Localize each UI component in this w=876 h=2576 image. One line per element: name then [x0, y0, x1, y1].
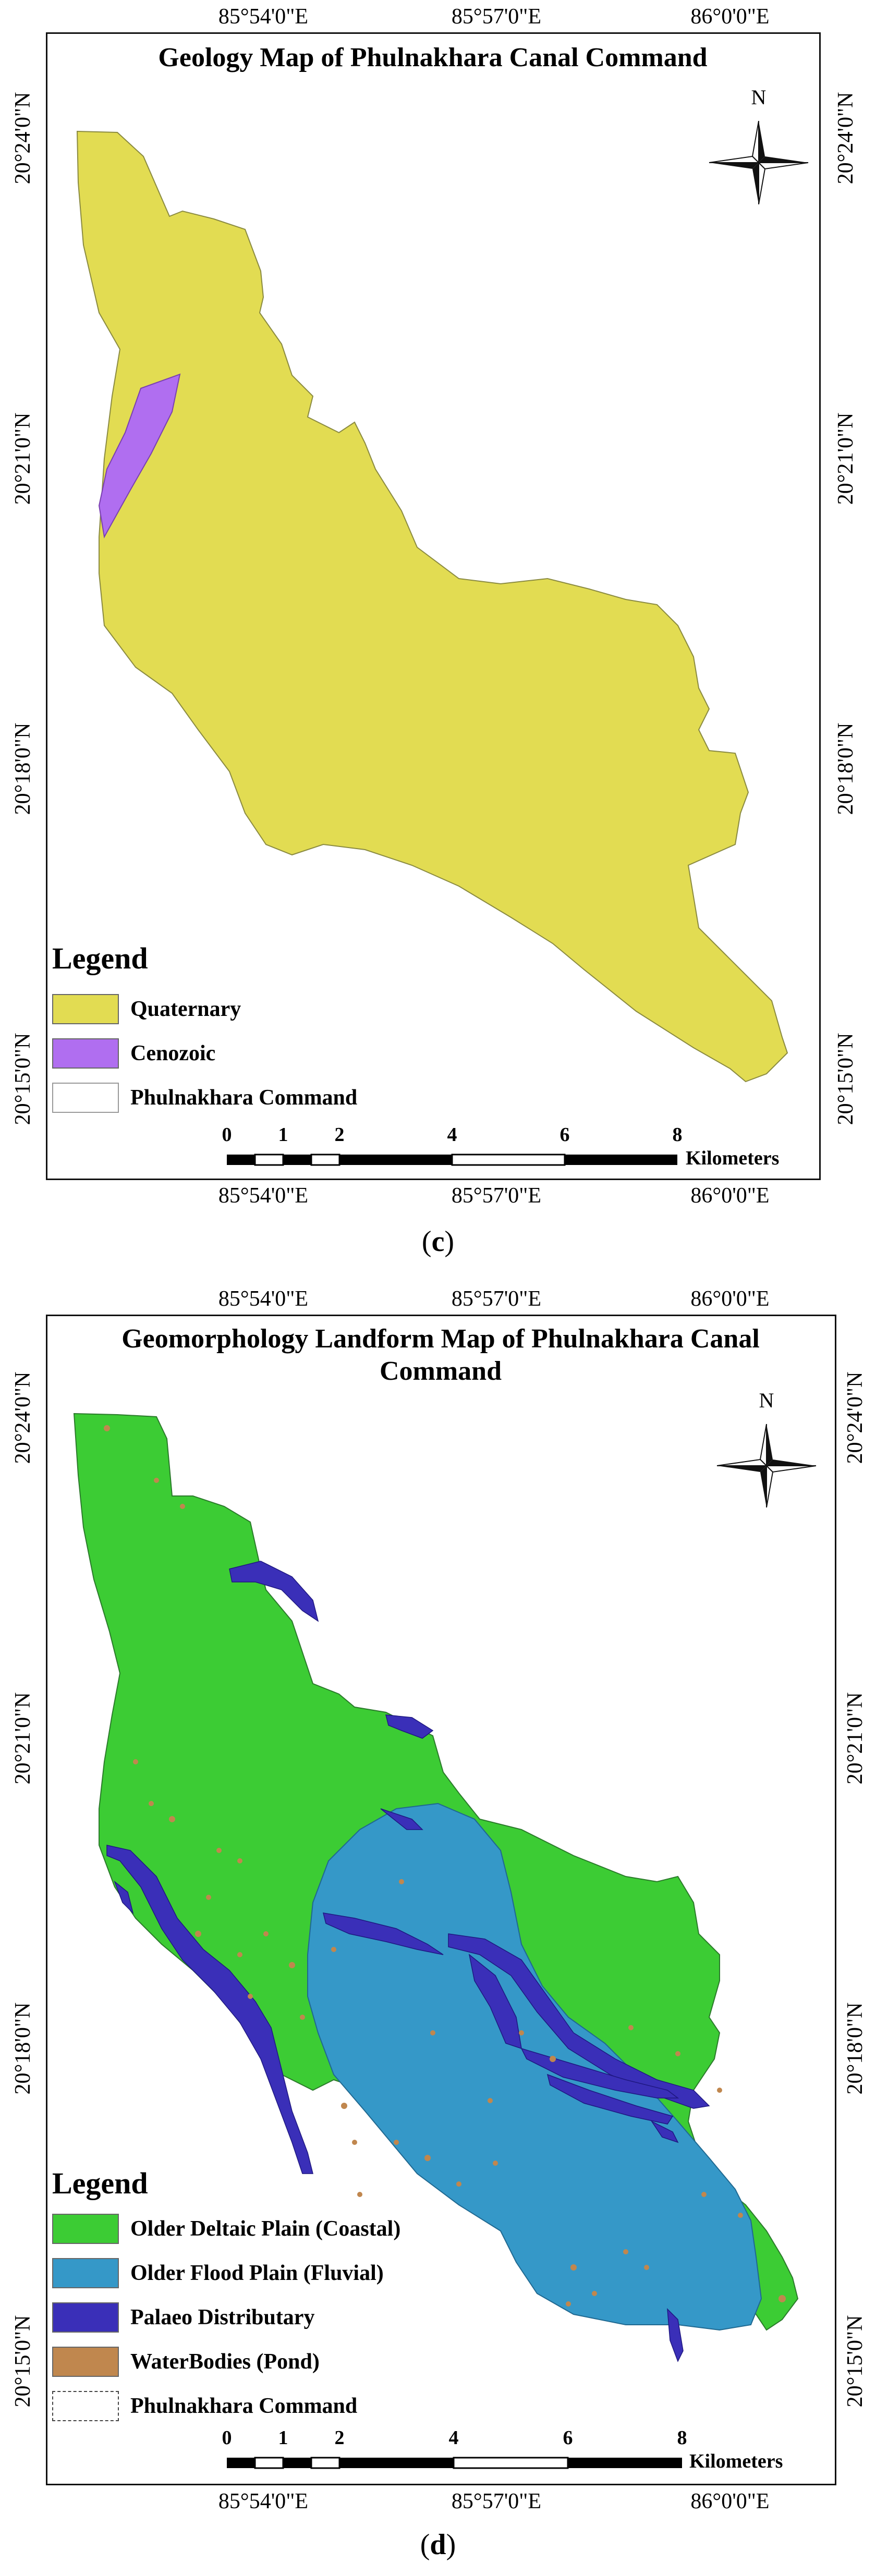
- legend-label: Quaternary: [130, 997, 241, 1021]
- legend-label: Phulnakhara Command: [130, 1086, 358, 1110]
- geology-map-area: N: [76, 85, 809, 1166]
- map-title-line-2: Command: [379, 1356, 502, 1386]
- scale-tick-0: 0: [222, 2427, 232, 2449]
- scale-tick-1: 1: [278, 2427, 288, 2449]
- longitude-label-top-1: 85°54'0"E: [218, 5, 309, 29]
- legend-swatch: [52, 2214, 119, 2244]
- quaternary-region: [76, 130, 788, 1083]
- geology-map-panel: 85°54'0"E 85°57'0"E 86°0'0"E 20°24'0"N 2…: [0, 0, 876, 1272]
- geomorphology-map-panel: 85°54'0"E 85°57'0"E 86°0'0"E 20°24'0"N 2…: [0, 1277, 876, 2576]
- scale-bar: [227, 2457, 682, 2469]
- water-bodies-ponds: [104, 1425, 786, 2307]
- scale-tick-2: 2: [334, 1124, 345, 1146]
- longitude-label-bottom-1: 85°54'0"E: [218, 2489, 309, 2513]
- scale-unit: Kilometers: [686, 1147, 780, 1169]
- scale-tick-6: 6: [563, 2427, 573, 2449]
- legend-item-water-bodies: WaterBodies (Pond): [52, 2346, 320, 2378]
- older-flood-plain-region: [307, 1802, 762, 2331]
- longitude-label-bottom-3: 86°0'0"E: [690, 2489, 770, 2513]
- legend-title: Legend: [52, 2166, 148, 2200]
- legend-swatch: [52, 2258, 119, 2288]
- legend-label: Palaeo Distributary: [130, 2305, 315, 2329]
- map-title-line-1: Geomorphology Landform Map of Phulnakhar…: [121, 1324, 760, 1354]
- legend-swatch: [52, 2302, 119, 2333]
- scale-tick-8: 8: [672, 1124, 683, 1146]
- scale-tick-4: 4: [448, 2427, 459, 2449]
- longitude-label-top-2: 85°57'0"E: [451, 5, 542, 29]
- north-arrow-icon: [709, 120, 809, 205]
- north-label: N: [751, 85, 766, 109]
- legend-label: WaterBodies (Pond): [130, 2350, 320, 2374]
- legend-item-cenozoic: Cenozoic: [52, 1037, 215, 1070]
- scale-tick-1: 1: [278, 1124, 288, 1146]
- longitude-label-top-3: 86°0'0"E: [690, 1287, 770, 1311]
- scale-tick-4: 4: [447, 1124, 457, 1146]
- legend-item-older-flood-plain: Older Flood Plain (Fluvial): [52, 2257, 384, 2289]
- longitude-label-bottom-2: 85°57'0"E: [451, 2489, 542, 2513]
- north-label: N: [759, 1389, 774, 1412]
- scale-bar: [227, 1154, 677, 1166]
- caption-letter: c: [431, 1225, 445, 1258]
- scale-tick-0: 0: [222, 1124, 232, 1146]
- legend-swatch: [52, 2347, 119, 2377]
- longitude-label-top-1: 85°54'0"E: [218, 1287, 309, 1311]
- scale-tick-6: 6: [559, 1124, 570, 1146]
- longitude-label-top-2: 85°57'0"E: [451, 1287, 542, 1311]
- legend-item-quaternary: Quaternary: [52, 993, 241, 1025]
- scale-tick-8: 8: [677, 2427, 687, 2449]
- north-arrow-icon: [716, 1424, 817, 1508]
- scale-tick-2: 2: [334, 2427, 345, 2449]
- map-title: Geology Map of Phulnakhara Canal Command: [158, 43, 708, 72]
- palaeo-distributary-channels: [106, 1561, 710, 2362]
- longitude-label-bottom-2: 85°57'0"E: [451, 1184, 542, 1208]
- map-title: Geomorphology Landform Map of Phulnakhar…: [52, 1323, 829, 1388]
- legend-label: Older Flood Plain (Fluvial): [130, 2261, 384, 2285]
- legend-swatch: [52, 1083, 119, 1113]
- geomorphology-map-area: N: [73, 1389, 817, 2469]
- longitude-label-bottom-1: 85°54'0"E: [218, 1184, 309, 1208]
- legend-item-phulnakhara-command: Phulnakhara Command: [52, 2390, 357, 2422]
- figure-caption-d: (d): [420, 2529, 456, 2561]
- cenozoic-region: [98, 373, 181, 538]
- legend-swatch: [52, 1038, 119, 1069]
- legend-label: Cenozoic: [130, 1041, 216, 1065]
- legend-label: Older Deltaic Plain (Coastal): [130, 2217, 401, 2241]
- legend-swatch: [52, 2391, 119, 2421]
- caption-letter: d: [430, 2529, 446, 2561]
- legend-item-palaeo-distributary: Palaeo Distributary: [52, 2301, 314, 2334]
- legend-item-older-deltaic-plain: Older Deltaic Plain (Coastal): [52, 2213, 400, 2245]
- legend-item-phulnakhara-command: Phulnakhara Command: [52, 1082, 357, 1114]
- scale-unit: Kilometers: [689, 2450, 783, 2472]
- legend-label: Phulnakhara Command: [130, 2394, 358, 2418]
- figure-caption-c: (c): [421, 1225, 455, 1258]
- longitude-label-bottom-3: 86°0'0"E: [690, 1184, 770, 1208]
- longitude-label-top-3: 86°0'0"E: [690, 5, 770, 29]
- legend-swatch: [52, 994, 119, 1024]
- legend-title: Legend: [52, 941, 148, 975]
